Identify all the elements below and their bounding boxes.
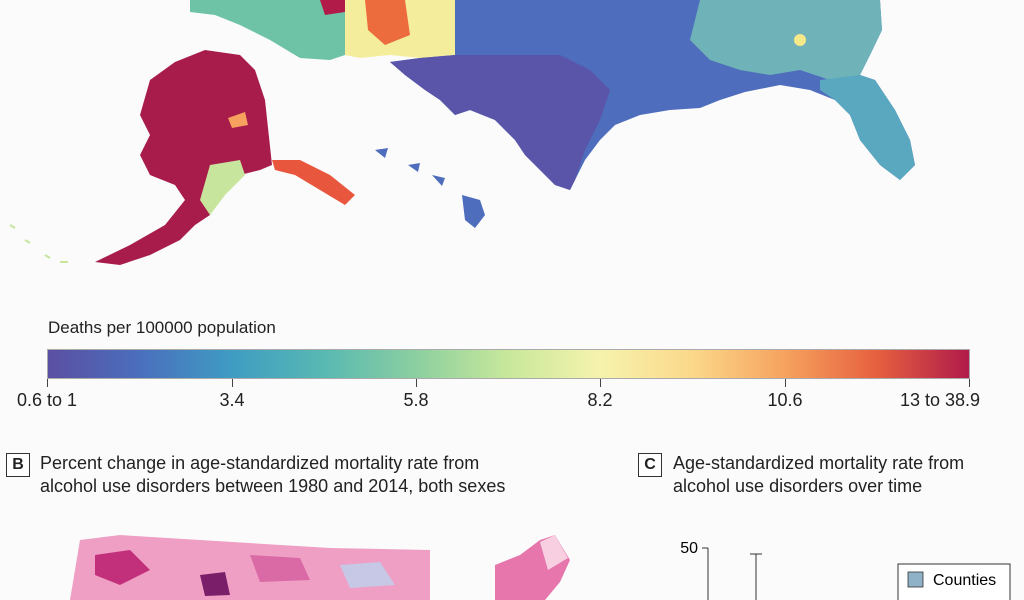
legend-counties-swatch (907, 571, 924, 588)
colorbar-label: 3.4 (219, 390, 245, 410)
choropleth-map-b (70, 535, 570, 600)
region-florida (820, 75, 915, 180)
panel-b-letter: B (6, 453, 30, 477)
region-alaska-panhandle (272, 160, 355, 205)
region-arizona (190, 0, 345, 60)
panel-b-title-line2: alcohol use disorders between 1980 and 2… (40, 476, 506, 496)
colorbar-label: 10.6 (767, 390, 803, 410)
region-us-north-b-light (340, 562, 395, 588)
region-southeast (690, 0, 882, 80)
colorbar-label: 0.6 to 1 (16, 390, 78, 410)
region-aleutians (9, 224, 68, 263)
region-maine-b (540, 535, 568, 570)
panel-c-title: Age-standardized mortality rate from alc… (673, 452, 964, 498)
region-arizona-red (320, 0, 345, 15)
colorbar-tick (600, 379, 601, 387)
colorbar-label: 13 to 38.9 (899, 390, 981, 410)
panel-c-title-line1: Age-standardized mortality rate from (673, 453, 965, 473)
colorbar (47, 349, 970, 379)
plot-c: 50 Counties (680, 540, 1011, 600)
choropleth-map-a (9, 0, 915, 265)
panel-b-title: Percent change in age-standardized morta… (40, 452, 505, 498)
panel-b-title-line1: Percent change in age-standardized morta… (40, 453, 480, 473)
region-hotspot-carolinas (794, 34, 806, 46)
region-us-north-b-purple (200, 572, 230, 596)
legend-counties-label: Counties (933, 572, 996, 589)
region-us-north-b (70, 535, 430, 600)
colorbar-tick (416, 379, 417, 387)
colorbar-tick (969, 379, 970, 387)
region-new-mexico-red (365, 0, 410, 45)
region-alaska-spot (228, 112, 248, 128)
legend-title: Deaths per 100000 population (48, 318, 276, 337)
colorbar-tick (47, 379, 48, 387)
region-texas (390, 55, 610, 190)
region-us-north-b-dark (95, 550, 150, 585)
region-alaska (95, 50, 272, 265)
colorbar-label: 5.8 (403, 390, 429, 410)
panel-c-letter: C (638, 453, 662, 477)
region-hawaii (375, 148, 485, 228)
colorbar-tick (785, 379, 786, 387)
panel-c-title-line2: alcohol use disorders over time (673, 476, 923, 496)
colorbar-label: 8.2 (587, 390, 613, 410)
y-tick-label-50: 50 (680, 540, 698, 557)
colorbar-tick (232, 379, 233, 387)
region-alaska-south (200, 160, 245, 215)
region-us-north-b-mid (250, 555, 310, 582)
